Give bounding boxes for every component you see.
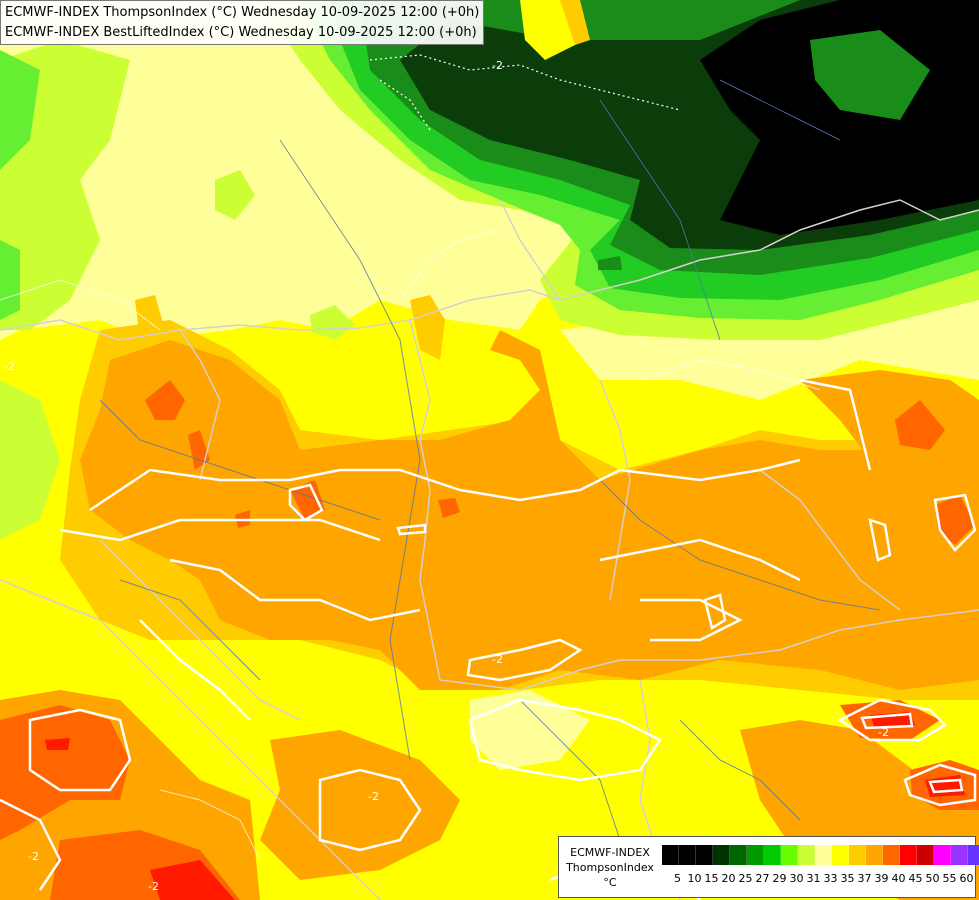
title-line-thompson: ECMWF-INDEX ThompsonIndex (°C) Wednesday… xyxy=(5,5,480,20)
legend-tick: 30 xyxy=(789,872,804,885)
contour-label: -2 xyxy=(878,726,889,739)
field-darkorange-sw xyxy=(0,705,130,840)
legend-model: ECMWF-INDEX xyxy=(570,846,650,859)
contour-label: -2 xyxy=(148,880,159,893)
legend-tick: 35 xyxy=(840,872,855,885)
field-orange-south xyxy=(260,730,460,880)
legend-tick: 33 xyxy=(823,872,838,885)
legend-swatch xyxy=(917,845,934,865)
legend-tick: 50 xyxy=(925,872,940,885)
legend-swatch xyxy=(730,845,747,865)
legend-swatch xyxy=(934,845,951,865)
field-darkorange-3 xyxy=(290,480,325,520)
legend-field: ThompsonIndex xyxy=(566,861,654,874)
legend-swatch xyxy=(781,845,798,865)
field-yellowgreen-spot2 xyxy=(310,305,355,340)
legend-swatch xyxy=(951,845,968,865)
dotted-contours xyxy=(369,54,681,131)
field-pale-yellow-north xyxy=(0,0,620,340)
field-green-spot-east xyxy=(598,256,622,270)
legend-tick: 25 xyxy=(738,872,753,885)
legend-swatches xyxy=(662,845,979,865)
legend-swatch xyxy=(713,845,730,865)
contour-label: -2 xyxy=(4,360,15,373)
field-green-ne-spot xyxy=(810,30,930,120)
legend-tick: 29 xyxy=(772,872,787,885)
legend-swatch xyxy=(849,845,866,865)
title-line-lifted: ECMWF-INDEX BestLiftedIndex (°C) Wednesd… xyxy=(5,25,477,40)
contour-labels: -2 -2 -2 -2 -2 -2 -2 xyxy=(4,59,889,893)
field-yellowgreen-west2 xyxy=(0,380,60,540)
legend-tick: 37 xyxy=(857,872,872,885)
field-yellowgreen-spot xyxy=(215,170,255,220)
legend-swatch xyxy=(815,845,832,865)
legend-swatch xyxy=(866,845,883,865)
field-orange-east xyxy=(800,370,979,470)
rivers xyxy=(99,79,881,841)
legend-tick: 20 xyxy=(721,872,736,885)
legend-tick: 60 xyxy=(959,872,974,885)
field-green-west2 xyxy=(0,240,20,320)
field-pale-yellow-south xyxy=(470,690,590,770)
thin-contours xyxy=(0,229,821,861)
legend-tick: 39 xyxy=(874,872,889,885)
legend-swatch xyxy=(662,845,679,865)
country-borders xyxy=(0,199,979,900)
contour-label: -2 xyxy=(492,59,503,72)
legend-tick: 31 xyxy=(806,872,821,885)
field-yellow-ne xyxy=(520,0,575,60)
legend-tick: 15 xyxy=(704,872,719,885)
contour-label: -2 xyxy=(28,850,39,863)
map-title: ECMWF-INDEX ThompsonIndex (°C) Wednesday… xyxy=(0,0,485,45)
field-darkorange-5 xyxy=(438,498,460,518)
legend-swatch xyxy=(764,845,781,865)
legend-swatch xyxy=(747,845,764,865)
field-darkorange-ne xyxy=(895,400,945,450)
legend-tick: 55 xyxy=(942,872,957,885)
contour-label: -2 xyxy=(368,790,379,803)
legend-swatch xyxy=(900,845,917,865)
legend-tick: 10 xyxy=(687,872,702,885)
field-black-core xyxy=(700,0,979,235)
legend-tick: 5 xyxy=(674,872,681,885)
legend-swatch xyxy=(679,845,696,865)
legend-swatch xyxy=(696,845,713,865)
legend-swatch xyxy=(883,845,900,865)
field-red-sw xyxy=(150,860,235,900)
legend-tick: 27 xyxy=(755,872,770,885)
field-darkorange-e xyxy=(935,495,975,545)
legend-tick: 45 xyxy=(908,872,923,885)
field-red-sw-spot xyxy=(45,738,70,750)
legend-swatch xyxy=(832,845,849,865)
legend-swatch xyxy=(968,845,979,865)
legend-ticks: 5 10 15 20 25 27 29 30 31 33 35 37 39 40 45 50 55 60 xyxy=(669,872,975,885)
color-legend: ECMWF-INDEX ThompsonIndex °C 5 10 15 20 25 27… xyxy=(558,836,979,898)
field-gold-spot-nw xyxy=(135,295,165,340)
field-green-west xyxy=(0,50,40,170)
legend-tick: 40 xyxy=(891,872,906,885)
legend-unit: °C xyxy=(603,876,617,889)
legend-swatch xyxy=(798,845,815,865)
contour-label: -2 xyxy=(492,653,503,666)
legend-label: ECMWF-INDEX ThompsonIndex °C xyxy=(561,845,659,890)
field-darkorange-1 xyxy=(145,380,185,420)
